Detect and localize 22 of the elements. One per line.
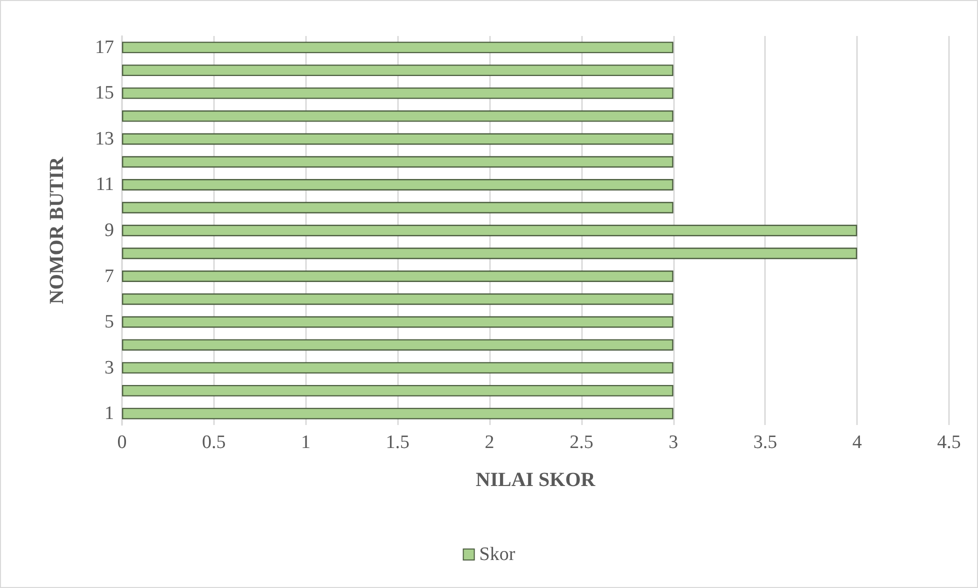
x-tick-label: 1.5 [386, 432, 410, 453]
y-tick-label: 5 [104, 312, 114, 333]
y-tick-label: 3 [104, 357, 114, 378]
x-tick-label: 3 [668, 432, 678, 453]
y-tick-label: 7 [104, 266, 114, 287]
legend-label: Skor [479, 544, 516, 565]
x-axis-title: NILAI SKOR [476, 469, 596, 491]
y-tick-label: 1 [104, 403, 114, 424]
y-tick-label: 13 [95, 128, 114, 150]
x-tick-label: 1 [301, 432, 311, 453]
x-tick-label: 4.5 [937, 432, 961, 453]
y-tick-label: 15 [95, 82, 114, 104]
y-tick-label: 11 [96, 174, 114, 196]
x-tick-label: 3.5 [753, 432, 778, 453]
x-tick-label: 0.5 [202, 432, 226, 453]
y-tick-label: 17 [95, 36, 114, 58]
x-tick-label: 2 [484, 432, 494, 453]
y-tick-label: 9 [104, 220, 114, 241]
x-tick-label: 0 [117, 432, 127, 453]
y-axis-title: NOMOR BUTIR [46, 156, 68, 304]
x-tick-label: 2.5 [570, 432, 594, 453]
x-tick-label: 4 [852, 432, 862, 453]
